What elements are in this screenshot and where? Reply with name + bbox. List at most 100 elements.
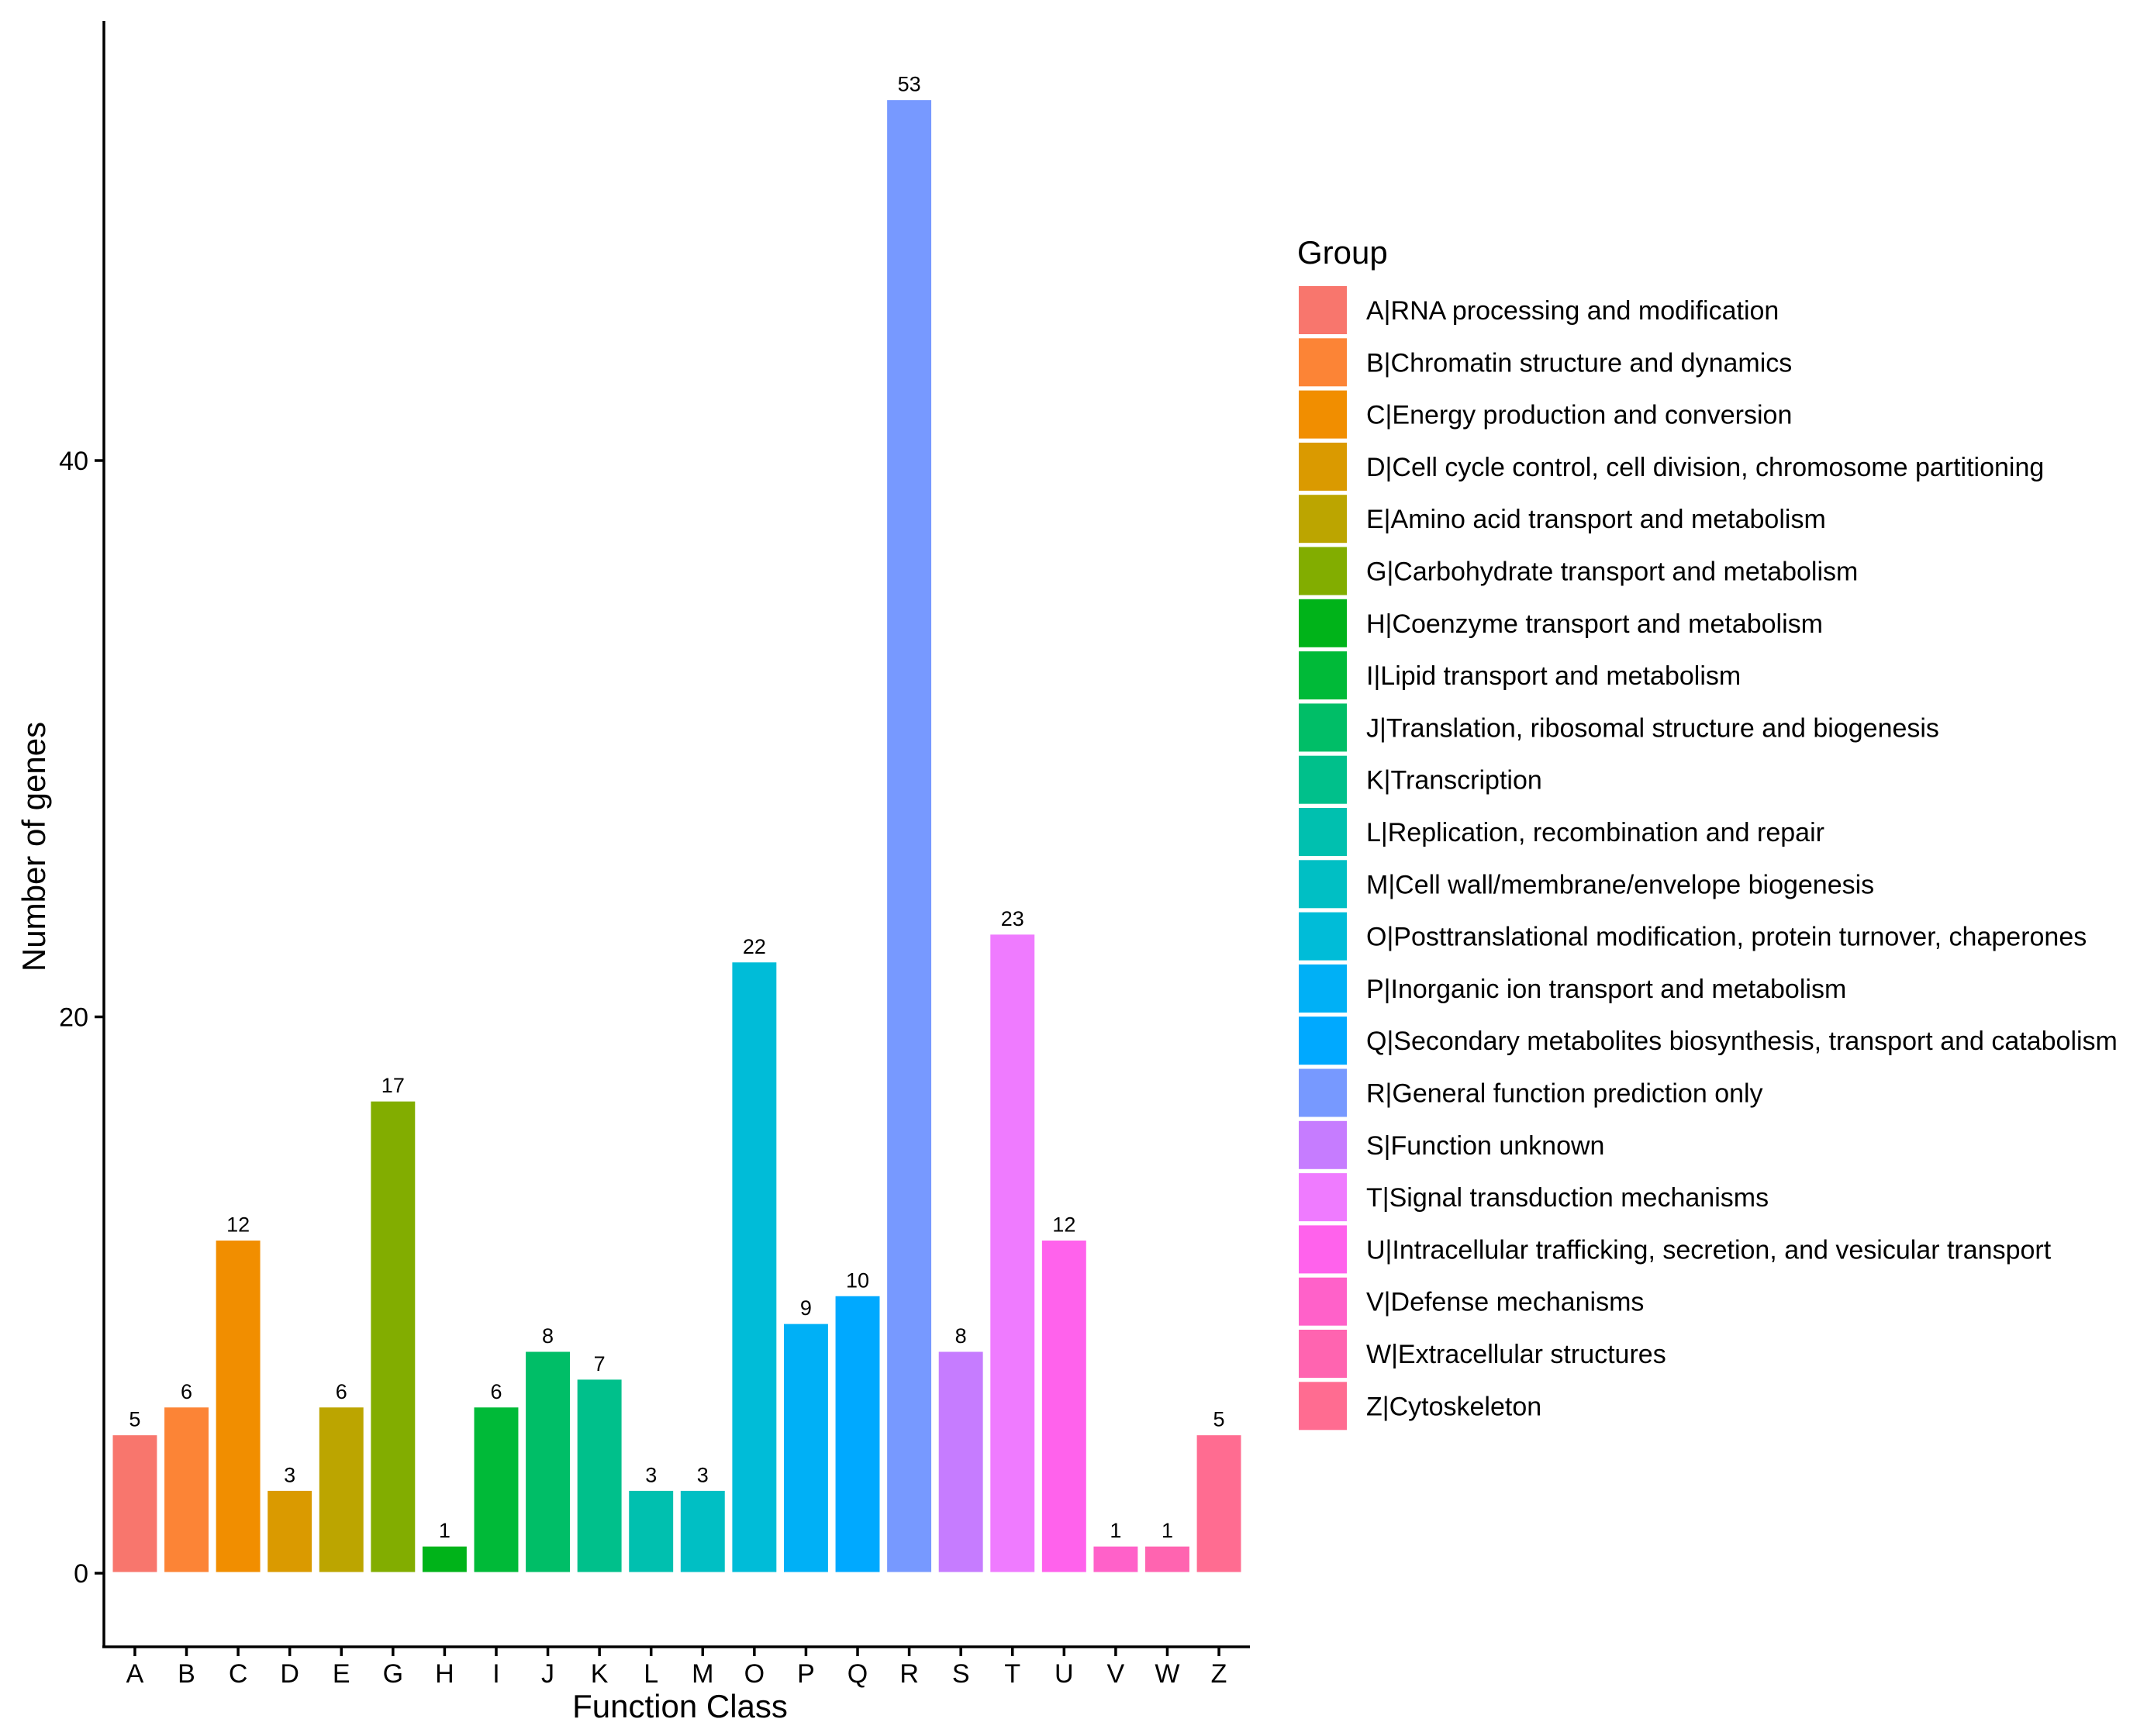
value-label-K: 7	[594, 1352, 606, 1375]
legend-key-M	[1297, 858, 1348, 910]
x-tick-label-M: M	[692, 1659, 713, 1689]
value-label-J: 8	[542, 1324, 554, 1348]
bar-V	[1091, 1544, 1141, 1575]
bar-M	[678, 1488, 727, 1575]
value-label-E: 6	[336, 1380, 347, 1403]
legend-label-P: P|Inorganic ion transport and metabolism	[1366, 975, 1846, 1004]
bar-G	[368, 1099, 418, 1575]
value-label-A: 5	[129, 1408, 140, 1431]
legend-key-O	[1297, 910, 1348, 962]
value-label-C: 12	[226, 1213, 250, 1237]
legend-key-S	[1297, 1119, 1348, 1171]
value-label-H: 1	[439, 1519, 450, 1542]
legend-key-D	[1297, 440, 1348, 492]
bar-P	[781, 1321, 830, 1575]
x-tick-label-B: B	[178, 1659, 195, 1689]
value-label-I: 6	[490, 1380, 502, 1403]
legend-key-L	[1297, 806, 1348, 858]
value-labels-group: 5 6 12 3 6 17 1 6 8 7 3 3 22 9 10 53 8 23 12 1 1 5	[129, 73, 1224, 1543]
legend-label-W: W|Extracellular structures	[1366, 1340, 1666, 1369]
x-tick-label-U: U	[1055, 1659, 1074, 1689]
value-label-T: 23	[1001, 907, 1024, 930]
value-label-B: 6	[181, 1380, 192, 1403]
legend-label-K: K|Transcription	[1366, 766, 1542, 796]
x-tick-label-K: K	[591, 1659, 609, 1689]
x-tick-label-S: S	[952, 1659, 970, 1689]
value-label-V: 1	[1110, 1519, 1121, 1542]
value-label-W: 1	[1162, 1519, 1173, 1542]
x-tick-label-Q: Q	[847, 1659, 868, 1689]
y-axis-title: Number of genes	[16, 722, 52, 972]
bar-W	[1143, 1544, 1192, 1575]
legend-label-L: L|Replication, recombination and repair	[1366, 818, 1824, 847]
bar-E	[316, 1405, 366, 1575]
legend-label-R: R|General function prediction only	[1366, 1079, 1763, 1109]
bar-L	[627, 1488, 676, 1575]
bar-B	[162, 1405, 211, 1575]
legend-label-M: M|Cell wall/membrane/envelope biogenesis	[1366, 870, 1874, 899]
legend-label-J: J|Translation, ribosomal structure and b…	[1366, 713, 1939, 743]
legend-label-D: D|Cell cycle control, cell division, chr…	[1366, 453, 2044, 482]
legend-key-G	[1297, 545, 1348, 597]
legend-key-J	[1297, 702, 1348, 754]
bar-U	[1039, 1238, 1089, 1575]
value-label-L: 3	[645, 1463, 657, 1486]
legend-key-Q	[1297, 1015, 1348, 1067]
value-label-P: 9	[800, 1296, 812, 1320]
bar-H	[419, 1544, 469, 1575]
legend-label-Q: Q|Secondary metabolites biosynthesis, tr…	[1366, 1027, 2118, 1056]
x-tick-label-W: W	[1155, 1659, 1179, 1689]
bar-Z	[1194, 1433, 1244, 1575]
legend-title: Group	[1297, 234, 1388, 271]
value-label-Q: 10	[846, 1268, 869, 1292]
bar-A	[110, 1433, 160, 1575]
legend-label-V: V|Defense mechanisms	[1366, 1288, 1644, 1317]
legend-key-T	[1297, 1172, 1348, 1223]
legend-label-C: C|Energy production and conversion	[1366, 401, 1792, 430]
legend-key-P	[1297, 962, 1348, 1014]
x-tick-label-E: E	[333, 1659, 350, 1689]
x-tick-label-V: V	[1107, 1659, 1125, 1689]
bar-J	[523, 1349, 573, 1575]
bar-S	[936, 1349, 986, 1575]
legend-label-U: U|Intracellular trafficking, secretion, …	[1366, 1235, 2052, 1265]
x-tick-label-J: J	[541, 1659, 554, 1689]
x-tick-label-I: I	[492, 1659, 499, 1689]
value-label-O: 22	[743, 935, 766, 958]
y-tick-label-20: 20	[59, 1003, 88, 1033]
bars-group	[110, 98, 1244, 1575]
legend-key-I	[1297, 650, 1348, 702]
x-tick-label-L: L	[644, 1659, 658, 1689]
bar-T	[988, 932, 1037, 1575]
bar-I	[471, 1405, 521, 1575]
bar-R	[885, 98, 934, 1575]
bar-C	[213, 1238, 263, 1575]
y-tick-label-0: 0	[74, 1559, 88, 1589]
legend-label-S: S|Function unknown	[1366, 1131, 1604, 1161]
legend-key-K	[1297, 754, 1348, 806]
legend-label-T: T|Signal transduction mechanisms	[1366, 1183, 1769, 1213]
value-label-G: 17	[381, 1074, 405, 1097]
legend-label-Z: Z|Cytoskeleton	[1366, 1392, 1541, 1421]
y-ticks-group: 0 20 40	[59, 447, 104, 1589]
x-axis-title: Function Class	[572, 1688, 788, 1724]
legend-key-B	[1297, 337, 1348, 388]
value-label-Z: 5	[1213, 1408, 1225, 1431]
value-label-M: 3	[697, 1463, 709, 1486]
legend-key-C	[1297, 388, 1348, 440]
y-tick-label-40: 40	[59, 447, 88, 476]
legend-label-O: O|Posttranslational modification, protei…	[1366, 923, 2087, 952]
axes-group	[102, 21, 1250, 1648]
x-tick-label-D: D	[280, 1659, 299, 1689]
legend-key-E	[1297, 493, 1348, 545]
legend-label-E: E|Amino acid transport and metabolism	[1366, 505, 1826, 534]
x-tick-label-P: P	[797, 1659, 815, 1689]
x-tick-label-R: R	[899, 1659, 919, 1689]
x-tick-label-C: C	[229, 1659, 248, 1689]
bar-O	[730, 960, 779, 1575]
x-tick-label-G: G	[383, 1659, 403, 1689]
bar-K	[575, 1377, 624, 1575]
x-tick-label-T: T	[1004, 1659, 1020, 1689]
